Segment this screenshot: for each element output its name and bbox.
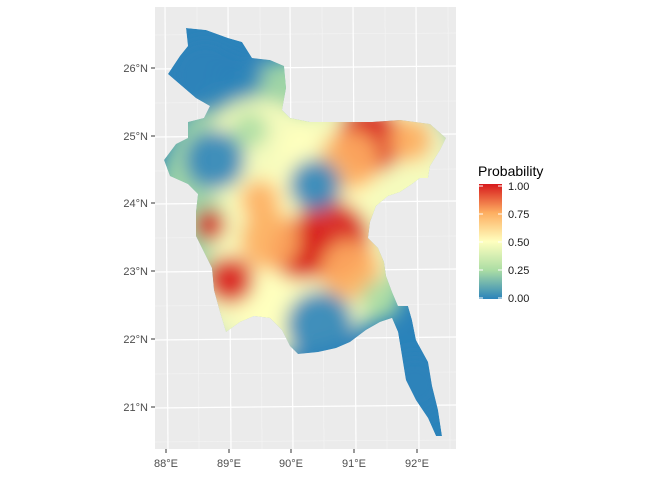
y-tick-label: 26°N: [123, 63, 148, 75]
y-axis: 21°N 22°N 23°N 24°N 25°N 26°N: [123, 63, 155, 414]
legend-colorbar: [479, 184, 502, 299]
legend-title: Probability: [478, 163, 543, 179]
x-tick-label: 89°E: [217, 458, 241, 470]
legend-tick-label: 1.00: [508, 181, 529, 193]
x-tick-label: 88°E: [154, 458, 178, 470]
legend: Probability 1.00 0.75 0.50 0.25 0.00: [478, 163, 543, 305]
y-tick-label: 23°N: [123, 266, 148, 278]
legend-tick-label: 0.75: [508, 209, 529, 221]
x-axis: 88°E 89°E 90°E 91°E 92°E: [154, 449, 429, 470]
x-tick-label: 90°E: [279, 458, 303, 470]
y-tick-label: 22°N: [123, 334, 148, 346]
probability-surface: [164, 28, 446, 436]
x-tick-label: 92°E: [405, 458, 429, 470]
legend-tick-label: 0.50: [508, 237, 529, 249]
y-tick-label: 25°N: [123, 131, 148, 143]
x-tick-label: 91°E: [342, 458, 366, 470]
y-tick-label: 24°N: [123, 198, 148, 210]
legend-tick-label: 0.25: [508, 265, 529, 277]
legend-tick-label: 0.00: [508, 293, 529, 305]
y-tick-label: 21°N: [123, 402, 148, 414]
